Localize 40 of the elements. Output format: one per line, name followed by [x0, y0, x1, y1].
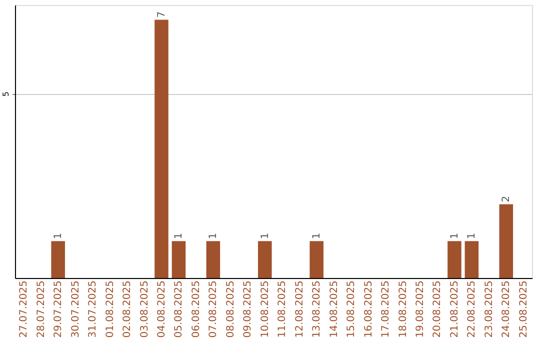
- x-tick-label: 13.08.2025: [312, 280, 323, 338]
- x-tick-label: 10.08.2025: [260, 280, 271, 338]
- data-label: 1: [312, 232, 323, 240]
- x-tick-label: 31.07.2025: [88, 280, 99, 338]
- x-tick-label: 12.08.2025: [294, 280, 306, 338]
- data-label: 1: [174, 232, 185, 240]
- x-tick-label: 03.08.2025: [139, 280, 150, 338]
- x-tick-label: 30.07.2025: [70, 280, 82, 338]
- x-tick-label: 27.07.2025: [18, 280, 30, 338]
- data-label: 1: [449, 232, 460, 240]
- x-tick-label: 07.08.2025: [208, 280, 220, 338]
- data-label: 1: [466, 232, 478, 240]
- x-tick-label: 22.08.2025: [466, 280, 478, 338]
- x-tick-label: 21.08.2025: [449, 280, 460, 338]
- x-tick-label: 17.08.2025: [380, 280, 392, 338]
- x-tick-label: 05.08.2025: [174, 280, 185, 338]
- x-tick-label: 15.08.2025: [346, 280, 358, 338]
- data-label: 1: [208, 232, 220, 240]
- x-tick-label: 16.08.2025: [363, 280, 374, 338]
- x-tick-label: 04.08.2025: [156, 280, 168, 338]
- x-tick-label: 09.08.2025: [242, 280, 254, 338]
- x-tick-label: 20.08.2025: [432, 280, 444, 338]
- x-tick-label: 28.07.2025: [36, 280, 47, 338]
- data-label: 2: [501, 196, 512, 202]
- y-tick-label: 5: [2, 91, 10, 97]
- data-label: 1: [53, 232, 64, 240]
- x-tick-label: 25.08.2025: [518, 280, 530, 338]
- x-tick-label: 14.08.2025: [328, 280, 340, 338]
- x-tick-label: 02.08.2025: [122, 280, 134, 338]
- x-tick-label: 18.08.2025: [398, 280, 409, 338]
- x-tick-label: 19.08.2025: [414, 280, 426, 338]
- x-tick-label: 11.08.2025: [277, 280, 288, 338]
- x-tick-label: 24.08.2025: [501, 280, 512, 338]
- x-tick-label: 29.07.2025: [53, 280, 64, 338]
- x-tick-label: 23.08.2025: [484, 280, 495, 338]
- x-tick-label: 06.08.2025: [190, 280, 202, 338]
- x-tick-label: 01.08.2025: [104, 280, 116, 338]
- data-label: 7: [156, 11, 168, 18]
- data-label: 1: [260, 232, 271, 240]
- x-tick-label: 08.08.2025: [225, 280, 236, 338]
